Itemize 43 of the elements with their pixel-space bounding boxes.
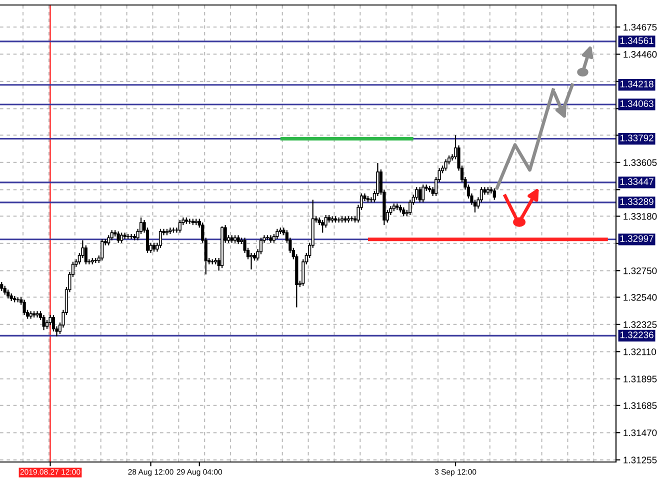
- candlestick: [130, 233, 133, 240]
- candlestick: [418, 186, 422, 203]
- candlestick: [321, 219, 324, 234]
- candlestick: [158, 228, 162, 248]
- candlestick: [370, 196, 373, 203]
- ref-line-label: 1.33792: [620, 134, 654, 142]
- y-tick-label: 1.32110: [624, 348, 656, 356]
- y-tick-label: 1.34460: [624, 51, 657, 58]
- candlestick: [350, 216, 354, 222]
- y-tick-label: 1.33180: [624, 213, 657, 220]
- candlestick: [337, 216, 340, 224]
- y-tick-label: 1.31895: [624, 376, 657, 382]
- y-tick-label: 1.32750: [624, 267, 657, 274]
- y-tick-label: 1.34675: [624, 24, 657, 31]
- ref-line-label: 1.34561: [620, 37, 654, 44]
- ref-line-label: 1.33447: [620, 178, 654, 185]
- y-tick-label: 1.31255: [624, 456, 657, 464]
- candlestick: [276, 228, 279, 240]
- y-tick-label: 1.32540: [624, 294, 657, 301]
- y-tick-label: 1.32325: [624, 321, 657, 328]
- y-tick-label: 1.31685: [624, 402, 657, 409]
- ref-line-label: 1.34063: [620, 100, 654, 108]
- candlestick: [324, 214, 328, 228]
- y-tick-label: 1.33605: [624, 159, 657, 166]
- ref-line-label: 1.32997: [620, 235, 654, 242]
- ref-line-label: 1.32236: [620, 332, 654, 338]
- candlestick: [250, 252, 253, 270]
- candlestick: [48, 314, 52, 326]
- candlestick: [22, 299, 26, 316]
- ref-line-label: 1.33289: [620, 198, 654, 205]
- candlestick: [120, 232, 124, 244]
- candlestick: [36, 310, 39, 318]
- candlestick: [444, 158, 448, 172]
- y-tick-label: 1.31470: [624, 429, 657, 436]
- candlestick: [344, 216, 347, 224]
- candlestick: [116, 230, 120, 244]
- candlestick: [84, 244, 88, 265]
- candlestick: [422, 184, 425, 203]
- candlestick: [100, 238, 104, 262]
- candlestick: [178, 219, 182, 234]
- candlestick: [492, 188, 496, 200]
- ref-line-label: 1.34218: [620, 80, 654, 88]
- candlestick: [42, 314, 46, 331]
